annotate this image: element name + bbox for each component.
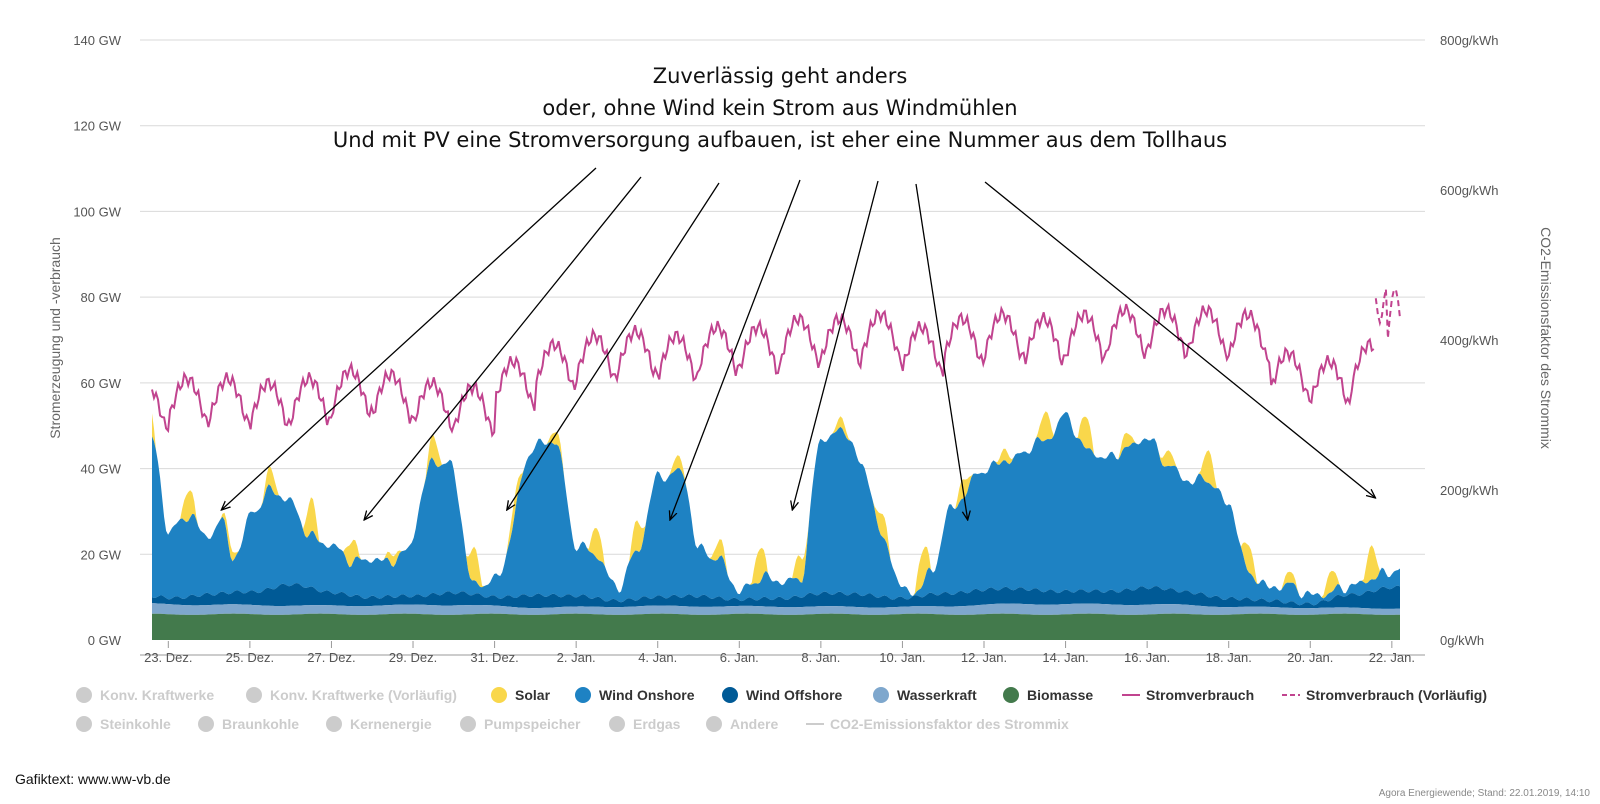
legend-label: Kernenergie	[350, 716, 432, 732]
y2-axis-ticks: 0g/kWh 200g/kWh 400g/kWh 600g/kWh 800g/kWh	[1440, 33, 1499, 648]
x-tick-label: 23. Dez.	[144, 650, 192, 665]
y2-axis-title: CO2-Emissionsfaktor des Strommix	[1538, 227, 1554, 449]
legend-marker	[575, 687, 591, 703]
y-tick-label: 40 GW	[81, 462, 122, 477]
x-tick-label: 10. Jan.	[879, 650, 925, 665]
y-tick-label: 60 GW	[81, 376, 122, 391]
y-axis-ticks: 0 GW 20 GW 40 GW 60 GW 80 GW 100 GW 120 GW 140 …	[73, 33, 121, 648]
legend-label: Stromverbrauch	[1146, 687, 1254, 703]
x-tick-label: 14. Jan.	[1042, 650, 1088, 665]
chart-subtitle-2: Und mit PV eine Stromversorgung aufbauen…	[333, 128, 1227, 152]
x-tick-label: 18. Jan.	[1206, 650, 1252, 665]
legend-label: Wind Onshore	[599, 687, 695, 703]
legend-marker	[76, 687, 92, 703]
annotation-arrows	[221, 167, 1376, 520]
series-wind-onshore-area	[152, 411, 1400, 606]
area-layer	[152, 411, 1400, 640]
chart-subtitle-1: oder, ohne Wind kein Strom aus Windmühle…	[542, 96, 1017, 120]
x-tick-label: 6. Jan.	[720, 650, 759, 665]
y2-tick-label: 600g/kWh	[1440, 183, 1499, 198]
series-stromverbrauch-line	[151, 301, 1375, 438]
x-tick-label: 2. Jan.	[557, 650, 596, 665]
annotation-arrow	[915, 183, 968, 520]
annotation-arrow	[364, 176, 642, 520]
y2-tick-label: 400g/kWh	[1440, 333, 1499, 348]
x-tick-label: 4. Jan.	[638, 650, 677, 665]
legend-label: Wind Offshore	[746, 687, 843, 703]
legend-label: Konv. Kraftwerke	[100, 687, 214, 703]
grid-lines	[140, 39, 1425, 555]
y-tick-label: 20 GW	[81, 547, 122, 562]
y-tick-label: 120 GW	[73, 119, 121, 134]
legend-label: Konv. Kraftwerke (Vorläufig)	[270, 687, 457, 703]
y2-tick-label: 200g/kWh	[1440, 483, 1499, 498]
y-axis-title: Stromerzeugung und -verbrauch	[47, 237, 63, 439]
x-tick-label: 22. Jan.	[1369, 650, 1415, 665]
legend: Konv. Kraftwerke Konv. Kraftwerke (Vorläu…	[76, 687, 1487, 732]
y-tick-label: 100 GW	[73, 204, 121, 219]
legend-marker	[706, 716, 722, 732]
legend-label: Wasserkraft	[897, 687, 977, 703]
graphic-credit: Gafiktext: www.ww-vb.de	[15, 771, 171, 787]
x-tick-label: 27. Dez.	[307, 650, 355, 665]
series-wasserkraft-area	[152, 603, 1400, 615]
y-tick-label: 80 GW	[81, 290, 122, 305]
series-biomasse-area	[152, 613, 1400, 640]
legend-label: Braunkohle	[222, 716, 299, 732]
legend-marker	[722, 687, 738, 703]
legend-label: Solar	[515, 687, 551, 703]
line-layer	[151, 288, 1401, 438]
annotation-arrow	[984, 181, 1376, 498]
annotation-arrow	[507, 182, 720, 510]
y-tick-label: 0 GW	[88, 633, 122, 648]
legend-marker	[460, 716, 476, 732]
legend-marker	[1003, 687, 1019, 703]
legend-label: Stromverbrauch (Vorläufig)	[1306, 687, 1487, 703]
x-tick-label: 29. Dez.	[389, 650, 437, 665]
legend-label: Andere	[730, 716, 778, 732]
legend-marker	[609, 716, 625, 732]
annotation-arrow	[670, 179, 801, 520]
source-note: Agora Energiewende; Stand: 22.01.2019, 1…	[1379, 788, 1591, 799]
x-tick-label: 8. Jan.	[801, 650, 840, 665]
x-tick-label: 16. Jan.	[1124, 650, 1170, 665]
legend-marker	[491, 687, 507, 703]
x-tick-label: 12. Jan.	[961, 650, 1007, 665]
legend-marker	[76, 716, 92, 732]
legend-label: Erdgas	[633, 716, 681, 732]
legend-marker	[326, 716, 342, 732]
series-stromverbrauch-vorlaeufig-line	[1374, 288, 1401, 339]
y2-tick-label: 0g/kWh	[1440, 633, 1484, 648]
y-tick-label: 140 GW	[73, 33, 121, 48]
x-tick-label: 25. Dez.	[226, 650, 274, 665]
legend-label: CO2-Emissionsfaktor des Strommix	[830, 716, 1069, 732]
x-tick-label: 31. Dez.	[470, 650, 518, 665]
annotation-arrow	[792, 180, 879, 510]
legend-marker	[198, 716, 214, 732]
series-wind-offshore-area	[152, 583, 1400, 609]
legend-label: Pumpspeicher	[484, 716, 581, 732]
legend-marker	[873, 687, 889, 703]
x-axis-ticks: 23. Dez. 25. Dez. 27. Dez. 29. Dez. 31. Dez.…	[144, 641, 1415, 665]
y2-tick-label: 800g/kWh	[1440, 33, 1499, 48]
legend-label: Biomasse	[1027, 687, 1093, 703]
x-tick-label: 20. Jan.	[1287, 650, 1333, 665]
legend-marker	[246, 687, 262, 703]
chart-title: Zuverlässig geht anders	[653, 64, 908, 88]
legend-label: Steinkohle	[100, 716, 171, 732]
annotation-arrow	[221, 167, 597, 510]
